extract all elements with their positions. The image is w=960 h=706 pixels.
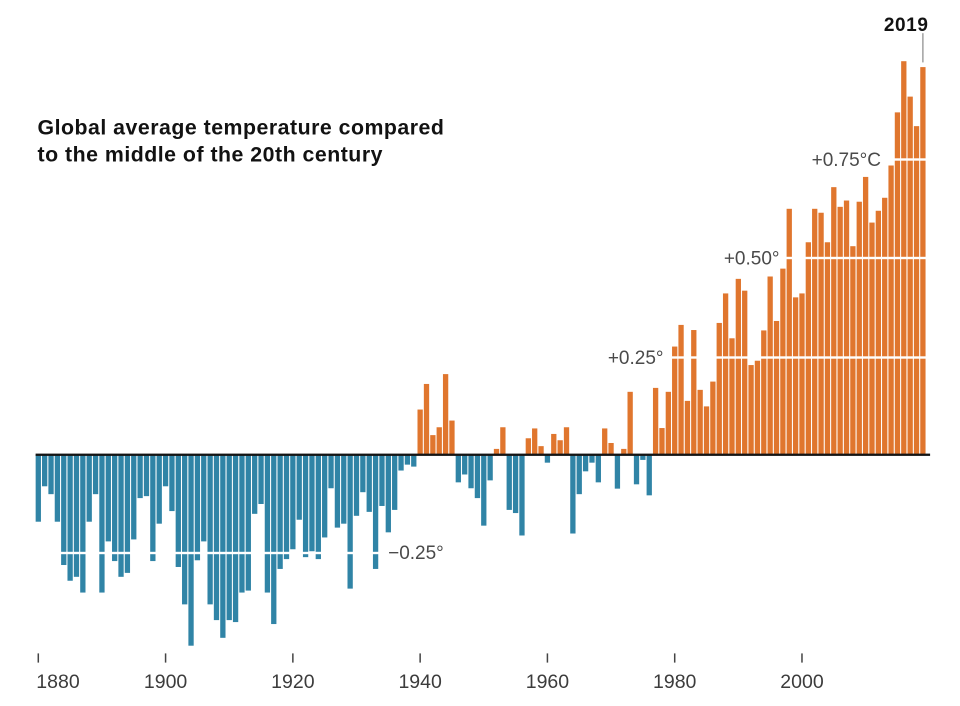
svg-text:+0.75°C: +0.75°C bbox=[812, 150, 881, 171]
svg-text:+0.50°: +0.50° bbox=[724, 248, 780, 269]
svg-text:1940: 1940 bbox=[398, 671, 442, 693]
svg-text:Global average temperature com: Global average temperature compared bbox=[38, 115, 445, 139]
svg-text:2019: 2019 bbox=[884, 15, 929, 36]
svg-text:2000: 2000 bbox=[780, 671, 824, 693]
svg-text:1920: 1920 bbox=[271, 671, 315, 693]
svg-text:1900: 1900 bbox=[144, 671, 188, 693]
svg-text:1880: 1880 bbox=[36, 671, 80, 693]
svg-text:1980: 1980 bbox=[653, 671, 697, 693]
svg-text:−0.25°: −0.25° bbox=[388, 543, 444, 564]
svg-text:+0.25°: +0.25° bbox=[608, 348, 664, 369]
svg-text:to the middle of the 20th cent: to the middle of the 20th century bbox=[38, 142, 383, 166]
svg-text:1960: 1960 bbox=[526, 671, 570, 693]
